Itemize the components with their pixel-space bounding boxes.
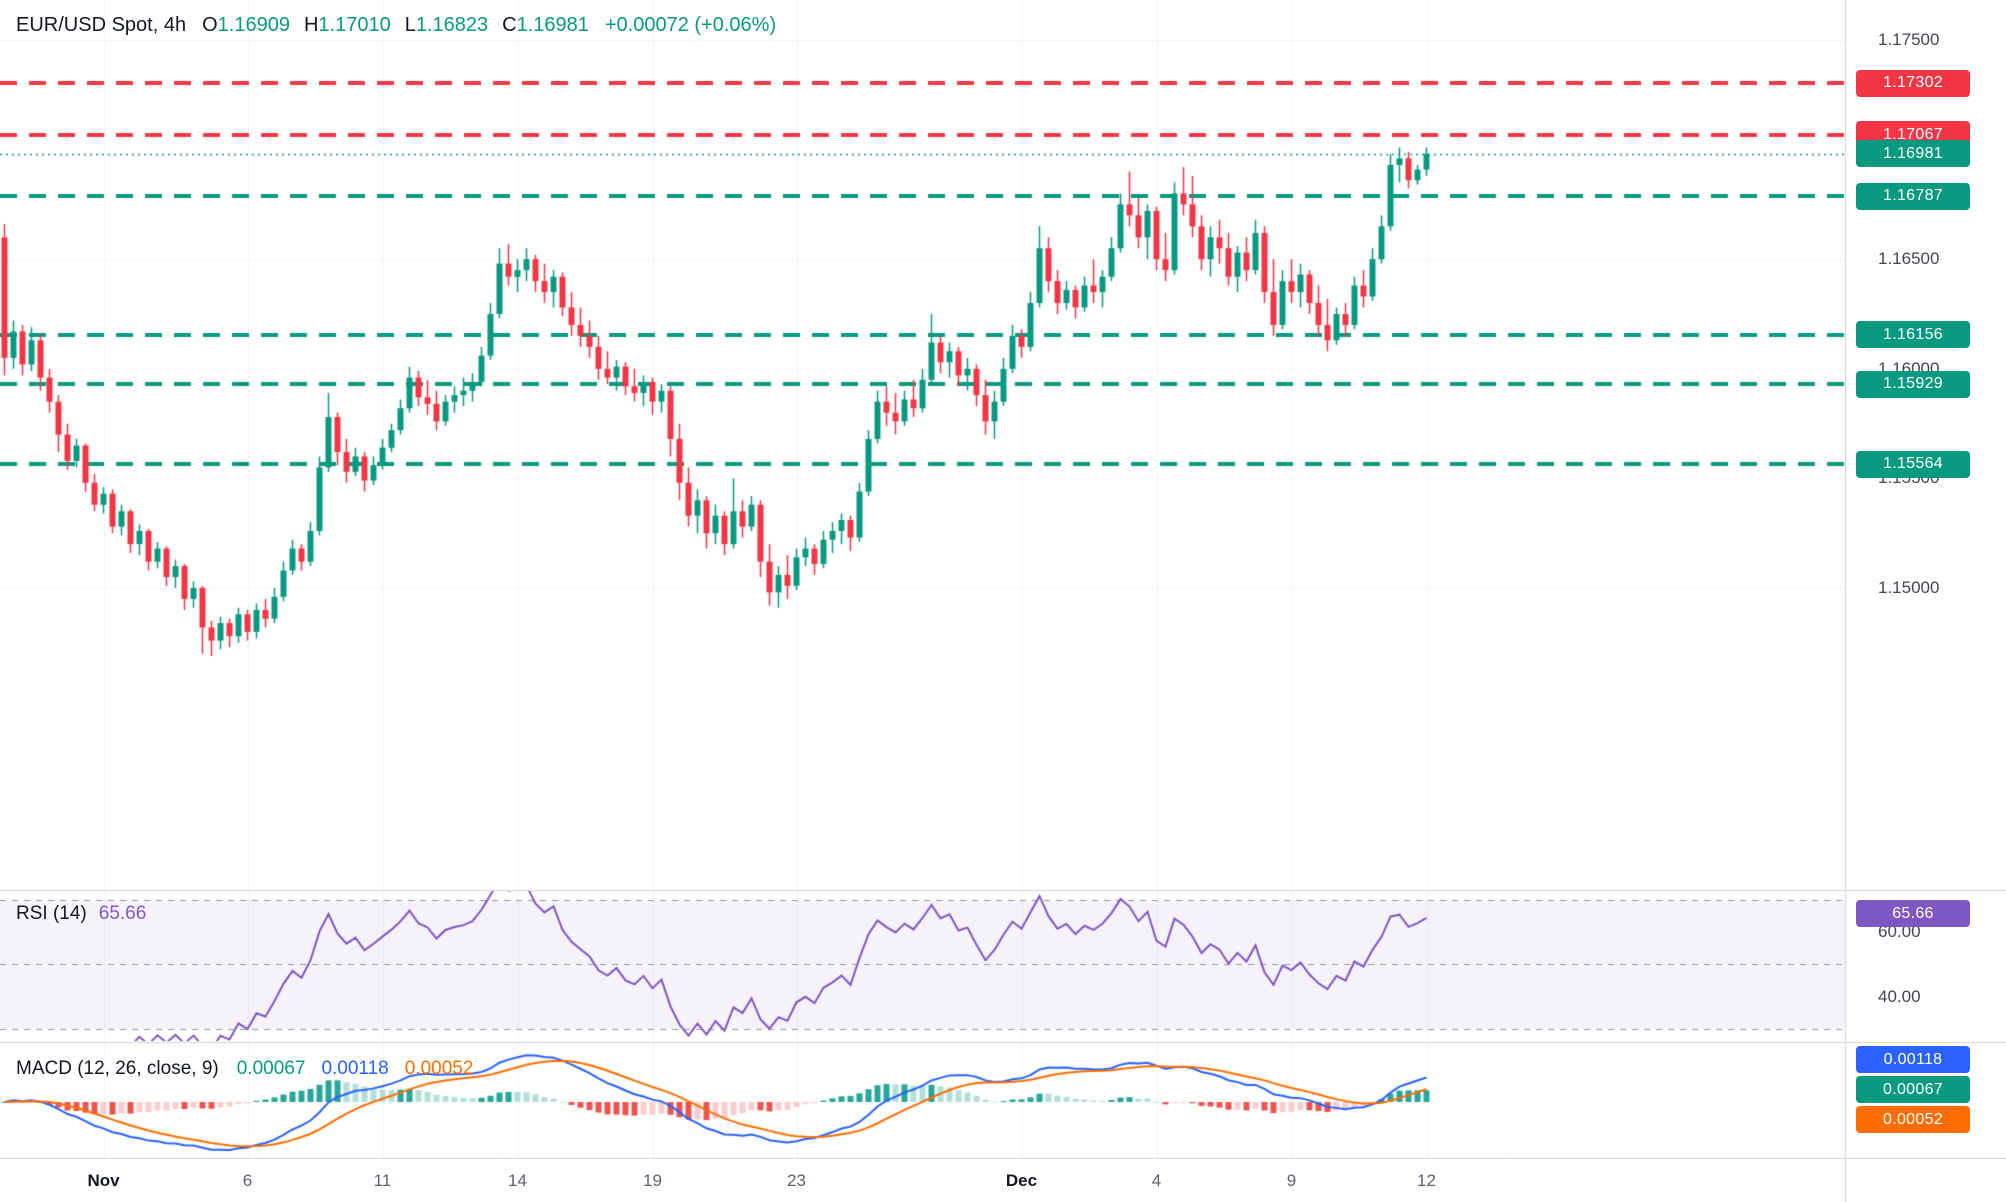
- macd-hist-value: 0.00067: [236, 1058, 306, 1079]
- low-label: L: [404, 14, 416, 36]
- low-value: 1.16823: [415, 14, 489, 36]
- symbol-title[interactable]: EUR/USD Spot, 4h: [16, 14, 187, 36]
- macd-legend: MACD (12, 26, close, 9) 0.00067 0.00118 …: [16, 1058, 473, 1080]
- open-label: O: [202, 14, 218, 36]
- rsi-current-value: 65.66: [98, 903, 147, 924]
- close-value: 1.16981: [516, 14, 589, 36]
- change-value: +0.00072 (+0.06%): [604, 14, 777, 36]
- macd-title[interactable]: MACD (12, 26, close, 9): [16, 1058, 219, 1079]
- chart-legend: EUR/USD Spot, 4h O1.16909 H1.17010 L1.16…: [16, 14, 776, 37]
- ohlc-low: L1.16823: [405, 14, 488, 37]
- rsi-title[interactable]: RSI (14): [16, 903, 87, 924]
- macd-signal-value: 0.00052: [404, 1058, 474, 1079]
- open-value: 1.16909: [217, 14, 290, 36]
- close-label: C: [502, 14, 517, 36]
- high-label: H: [303, 14, 319, 36]
- high-value: 1.17010: [318, 14, 391, 36]
- ohlc-high: H1.17010: [304, 14, 391, 37]
- rsi-legend: RSI (14) 65.66: [16, 903, 146, 925]
- macd-line-value: 0.00118: [321, 1058, 389, 1079]
- ohlc-close: C1.16981: [502, 14, 589, 37]
- ohlc-open: O1.16909: [202, 14, 290, 37]
